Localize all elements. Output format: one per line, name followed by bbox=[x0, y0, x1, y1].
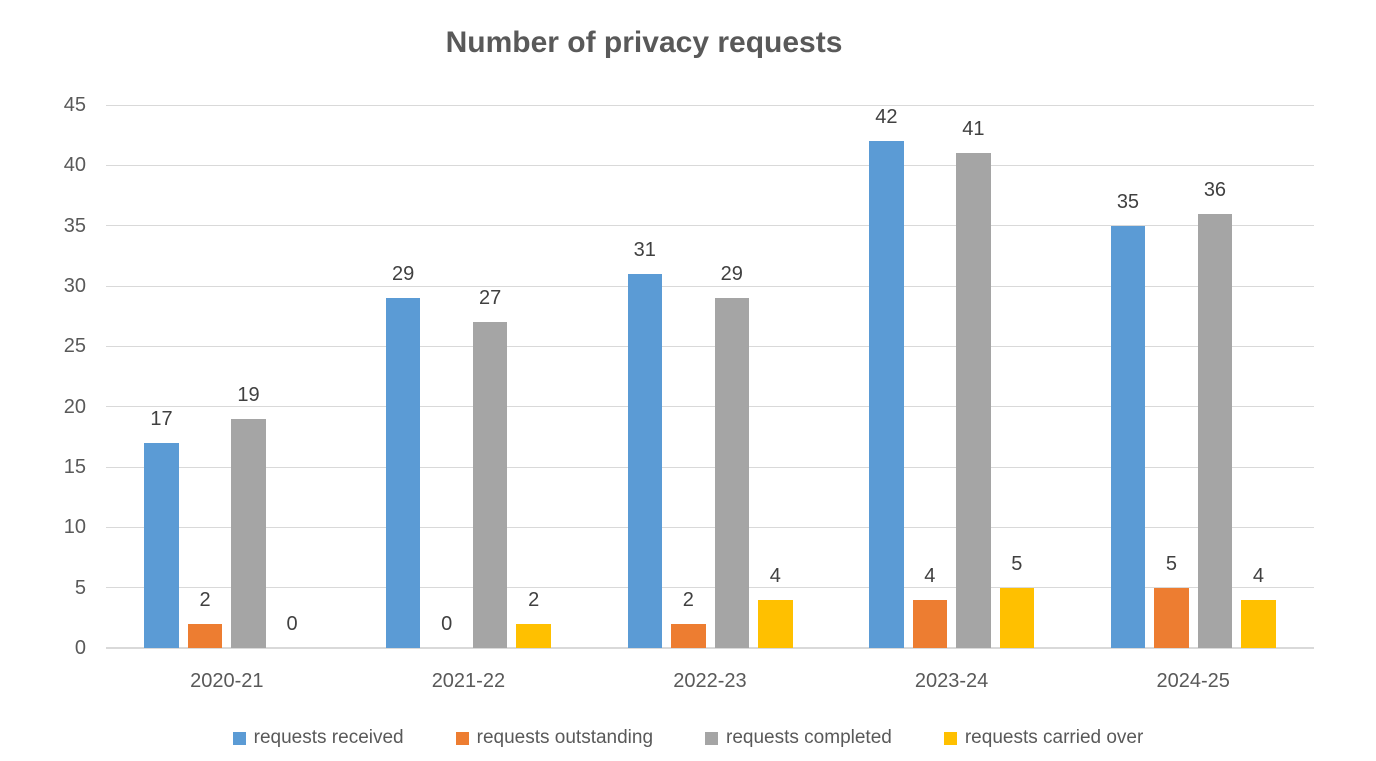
xtick-label-2024-25: 2024-25 bbox=[1156, 670, 1230, 692]
legend-label: requests carried over bbox=[964, 727, 1144, 748]
data-label-requests-outstanding-2021-22: 0 bbox=[441, 613, 453, 635]
data-label-requests-completed-2020-21: 19 bbox=[237, 383, 260, 406]
legend-swatch-icon bbox=[232, 731, 246, 745]
data-label-requests-carried-over-2020-21: 0 bbox=[286, 613, 298, 635]
ytick-label-10: 10 bbox=[63, 516, 86, 539]
ytick-label-25: 25 bbox=[63, 335, 86, 358]
ytick-label-0: 0 bbox=[74, 637, 86, 659]
data-label-requests-completed-2022-23: 29 bbox=[720, 263, 743, 286]
bar-requests-completed-2020-21 bbox=[231, 418, 266, 648]
data-label-requests-received-2022-23: 31 bbox=[633, 238, 656, 261]
legend-label: requests outstanding bbox=[476, 727, 654, 748]
bar-requests-outstanding-2023-24 bbox=[912, 599, 948, 648]
legend-entry-requests-received: requests received bbox=[232, 727, 404, 749]
gridline-y15 bbox=[106, 466, 1314, 468]
legend-label: requests completed bbox=[726, 727, 892, 748]
bar-requests-outstanding-2020-21 bbox=[187, 623, 223, 648]
legend-swatch-icon bbox=[943, 731, 957, 745]
bar-requests-completed-2021-22 bbox=[472, 322, 508, 648]
xtick-label-2022-23: 2022-23 bbox=[673, 670, 747, 692]
legend: requests received requests outstanding req… bbox=[0, 727, 1376, 749]
bar-requests-completed-2024-25 bbox=[1197, 213, 1233, 648]
data-label-requests-received-2024-25: 35 bbox=[1116, 190, 1140, 213]
ytick-label-20: 20 bbox=[63, 395, 86, 418]
data-label-requests-completed-2024-25: 36 bbox=[1203, 178, 1227, 201]
ytick-label-45: 45 bbox=[63, 94, 86, 116]
gridline-y35 bbox=[106, 225, 1314, 227]
data-label-requests-outstanding-2020-21: 2 bbox=[199, 588, 211, 611]
gridline-y10 bbox=[106, 526, 1314, 528]
bar-requests-carried-over-2024-25 bbox=[1241, 599, 1276, 648]
plot-area: 17 2 19 0 29 0 27 2 31 2 29 4 42 4 41 5 35 5 36 4 bbox=[106, 104, 1314, 649]
bar-requests-carried-over-2022-23 bbox=[758, 599, 793, 648]
legend-entry-requests-outstanding: requests outstanding bbox=[455, 727, 654, 749]
bar-requests-completed-2023-24 bbox=[956, 153, 991, 648]
gridline-y25 bbox=[106, 345, 1314, 347]
bar-requests-carried-over-2021-22 bbox=[516, 623, 551, 648]
data-label-requests-completed-2021-22: 27 bbox=[479, 287, 502, 310]
gridline-y30 bbox=[106, 285, 1314, 287]
xtick-label-2023-24: 2023-24 bbox=[914, 670, 989, 692]
xtick-label-2020-21: 2020-21 bbox=[190, 670, 264, 692]
bar-requests-received-2022-23 bbox=[627, 273, 662, 648]
data-label-requests-received-2021-22: 29 bbox=[392, 263, 415, 286]
data-label-requests-carried-over-2021-22: 2 bbox=[528, 588, 540, 611]
data-label-requests-outstanding-2024-25: 5 bbox=[1165, 552, 1177, 575]
gridline-y20 bbox=[106, 406, 1314, 408]
ytick-label-15: 15 bbox=[63, 456, 86, 478]
data-label-requests-carried-over-2024-25: 4 bbox=[1252, 564, 1264, 587]
ytick-label-40: 40 bbox=[63, 154, 86, 177]
bar-requests-received-2020-21 bbox=[144, 442, 179, 648]
legend-entry-requests-carried-over: requests carried over bbox=[943, 727, 1144, 749]
data-label-requests-carried-over-2023-24: 5 bbox=[1011, 552, 1023, 575]
legend-swatch-icon bbox=[705, 731, 719, 745]
data-label-requests-received-2023-24: 42 bbox=[875, 106, 898, 129]
legend-label: requests received bbox=[253, 727, 404, 748]
x-axis-line bbox=[106, 647, 1314, 649]
data-label-requests-carried-over-2022-23: 4 bbox=[769, 564, 781, 587]
legend-entry-requests-completed: requests completed bbox=[705, 727, 892, 749]
bar-requests-received-2023-24 bbox=[869, 141, 904, 648]
bar-requests-outstanding-2024-25 bbox=[1154, 587, 1189, 648]
xtick-label-2021-22: 2021-22 bbox=[431, 670, 506, 692]
chart-title: Number of privacy requests bbox=[445, 26, 843, 59]
data-label-requests-completed-2023-24: 41 bbox=[962, 118, 985, 141]
data-label-requests-received-2020-21: 17 bbox=[150, 407, 173, 430]
bar-requests-outstanding-2022-23 bbox=[671, 623, 706, 648]
bar-requests-completed-2022-23 bbox=[714, 298, 749, 648]
gridline-y45 bbox=[106, 104, 1314, 106]
data-label-requests-outstanding-2022-23: 2 bbox=[682, 588, 694, 611]
data-label-requests-outstanding-2023-24: 4 bbox=[924, 564, 936, 587]
ytick-label-30: 30 bbox=[63, 275, 86, 297]
ytick-label-5: 5 bbox=[74, 576, 86, 599]
bar-requests-carried-over-2023-24 bbox=[999, 587, 1035, 648]
legend-swatch-icon bbox=[455, 731, 469, 745]
ytick-label-35: 35 bbox=[63, 214, 86, 237]
bar-requests-received-2021-22 bbox=[385, 298, 421, 648]
bar-requests-received-2024-25 bbox=[1110, 225, 1146, 648]
gridline-y5 bbox=[106, 587, 1314, 589]
gridline-y40 bbox=[106, 164, 1314, 166]
